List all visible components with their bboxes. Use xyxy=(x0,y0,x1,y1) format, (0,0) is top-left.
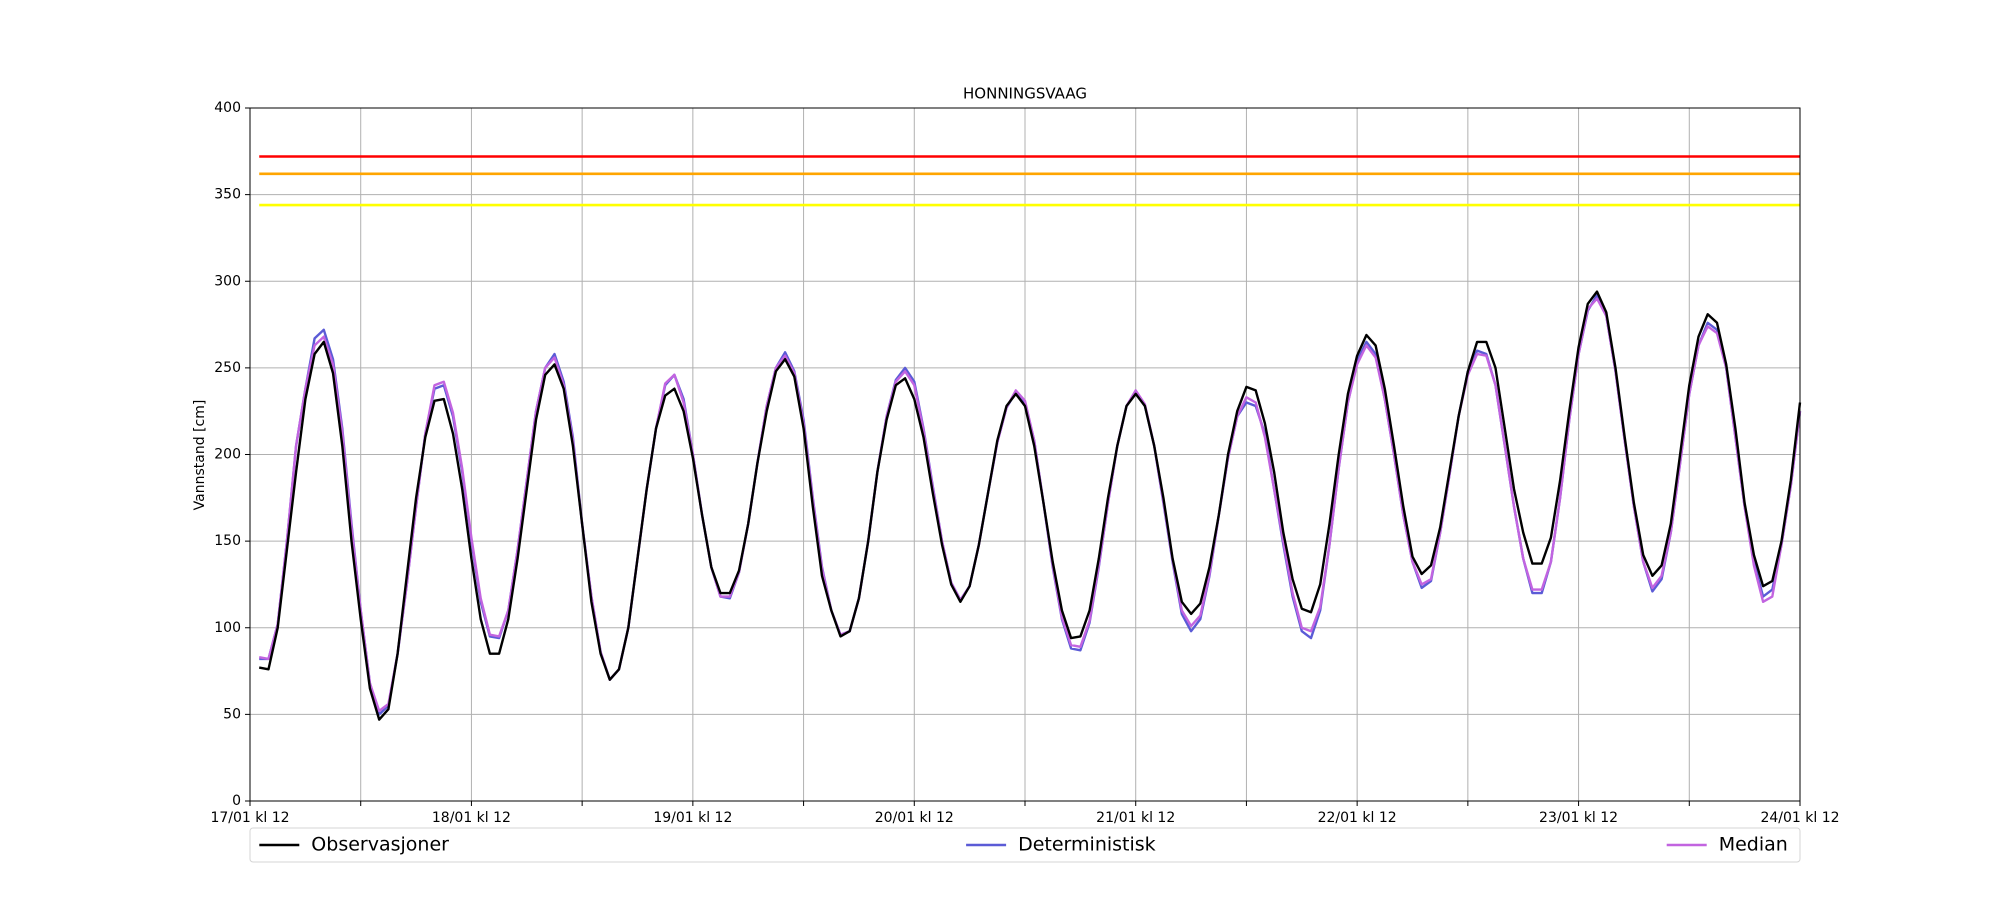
x-tick-label: 24/01 kl 12 xyxy=(1760,810,1839,826)
y-tick-label: 150 xyxy=(214,533,241,549)
y-tick-label: 100 xyxy=(214,620,241,636)
y-tick-label: 400 xyxy=(214,100,241,116)
x-tick-label: 22/01 kl 12 xyxy=(1318,810,1397,826)
legend-label: Median xyxy=(1719,834,1788,856)
x-tick-label: 23/01 kl 12 xyxy=(1539,810,1618,826)
x-tick-label: 20/01 kl 12 xyxy=(875,810,954,826)
x-tick-label: 19/01 kl 12 xyxy=(653,810,732,826)
y-tick-label: 250 xyxy=(214,360,241,376)
x-tick-label: 21/01 kl 12 xyxy=(1096,810,1175,826)
x-tick-label: 17/01 kl 12 xyxy=(210,810,289,826)
chart-title: HONNINGSVAAG xyxy=(963,85,1087,103)
plot-frame xyxy=(249,107,1801,802)
legend-label: Observasjoner xyxy=(311,834,449,856)
y-tick-label: 0 xyxy=(232,793,241,809)
legend-label: Deterministisk xyxy=(1018,834,1156,856)
y-tick-label: 300 xyxy=(214,273,241,289)
y-axis-label: Vannstand [cm] xyxy=(192,400,208,511)
x-tick-label: 18/01 kl 12 xyxy=(432,810,511,826)
series-line xyxy=(258,297,1802,713)
y-tick-label: 50 xyxy=(223,706,241,722)
y-tick-label: 200 xyxy=(214,447,241,463)
legend-box xyxy=(249,827,1801,863)
series-line xyxy=(258,290,1802,721)
y-tick-label: 350 xyxy=(214,187,241,203)
